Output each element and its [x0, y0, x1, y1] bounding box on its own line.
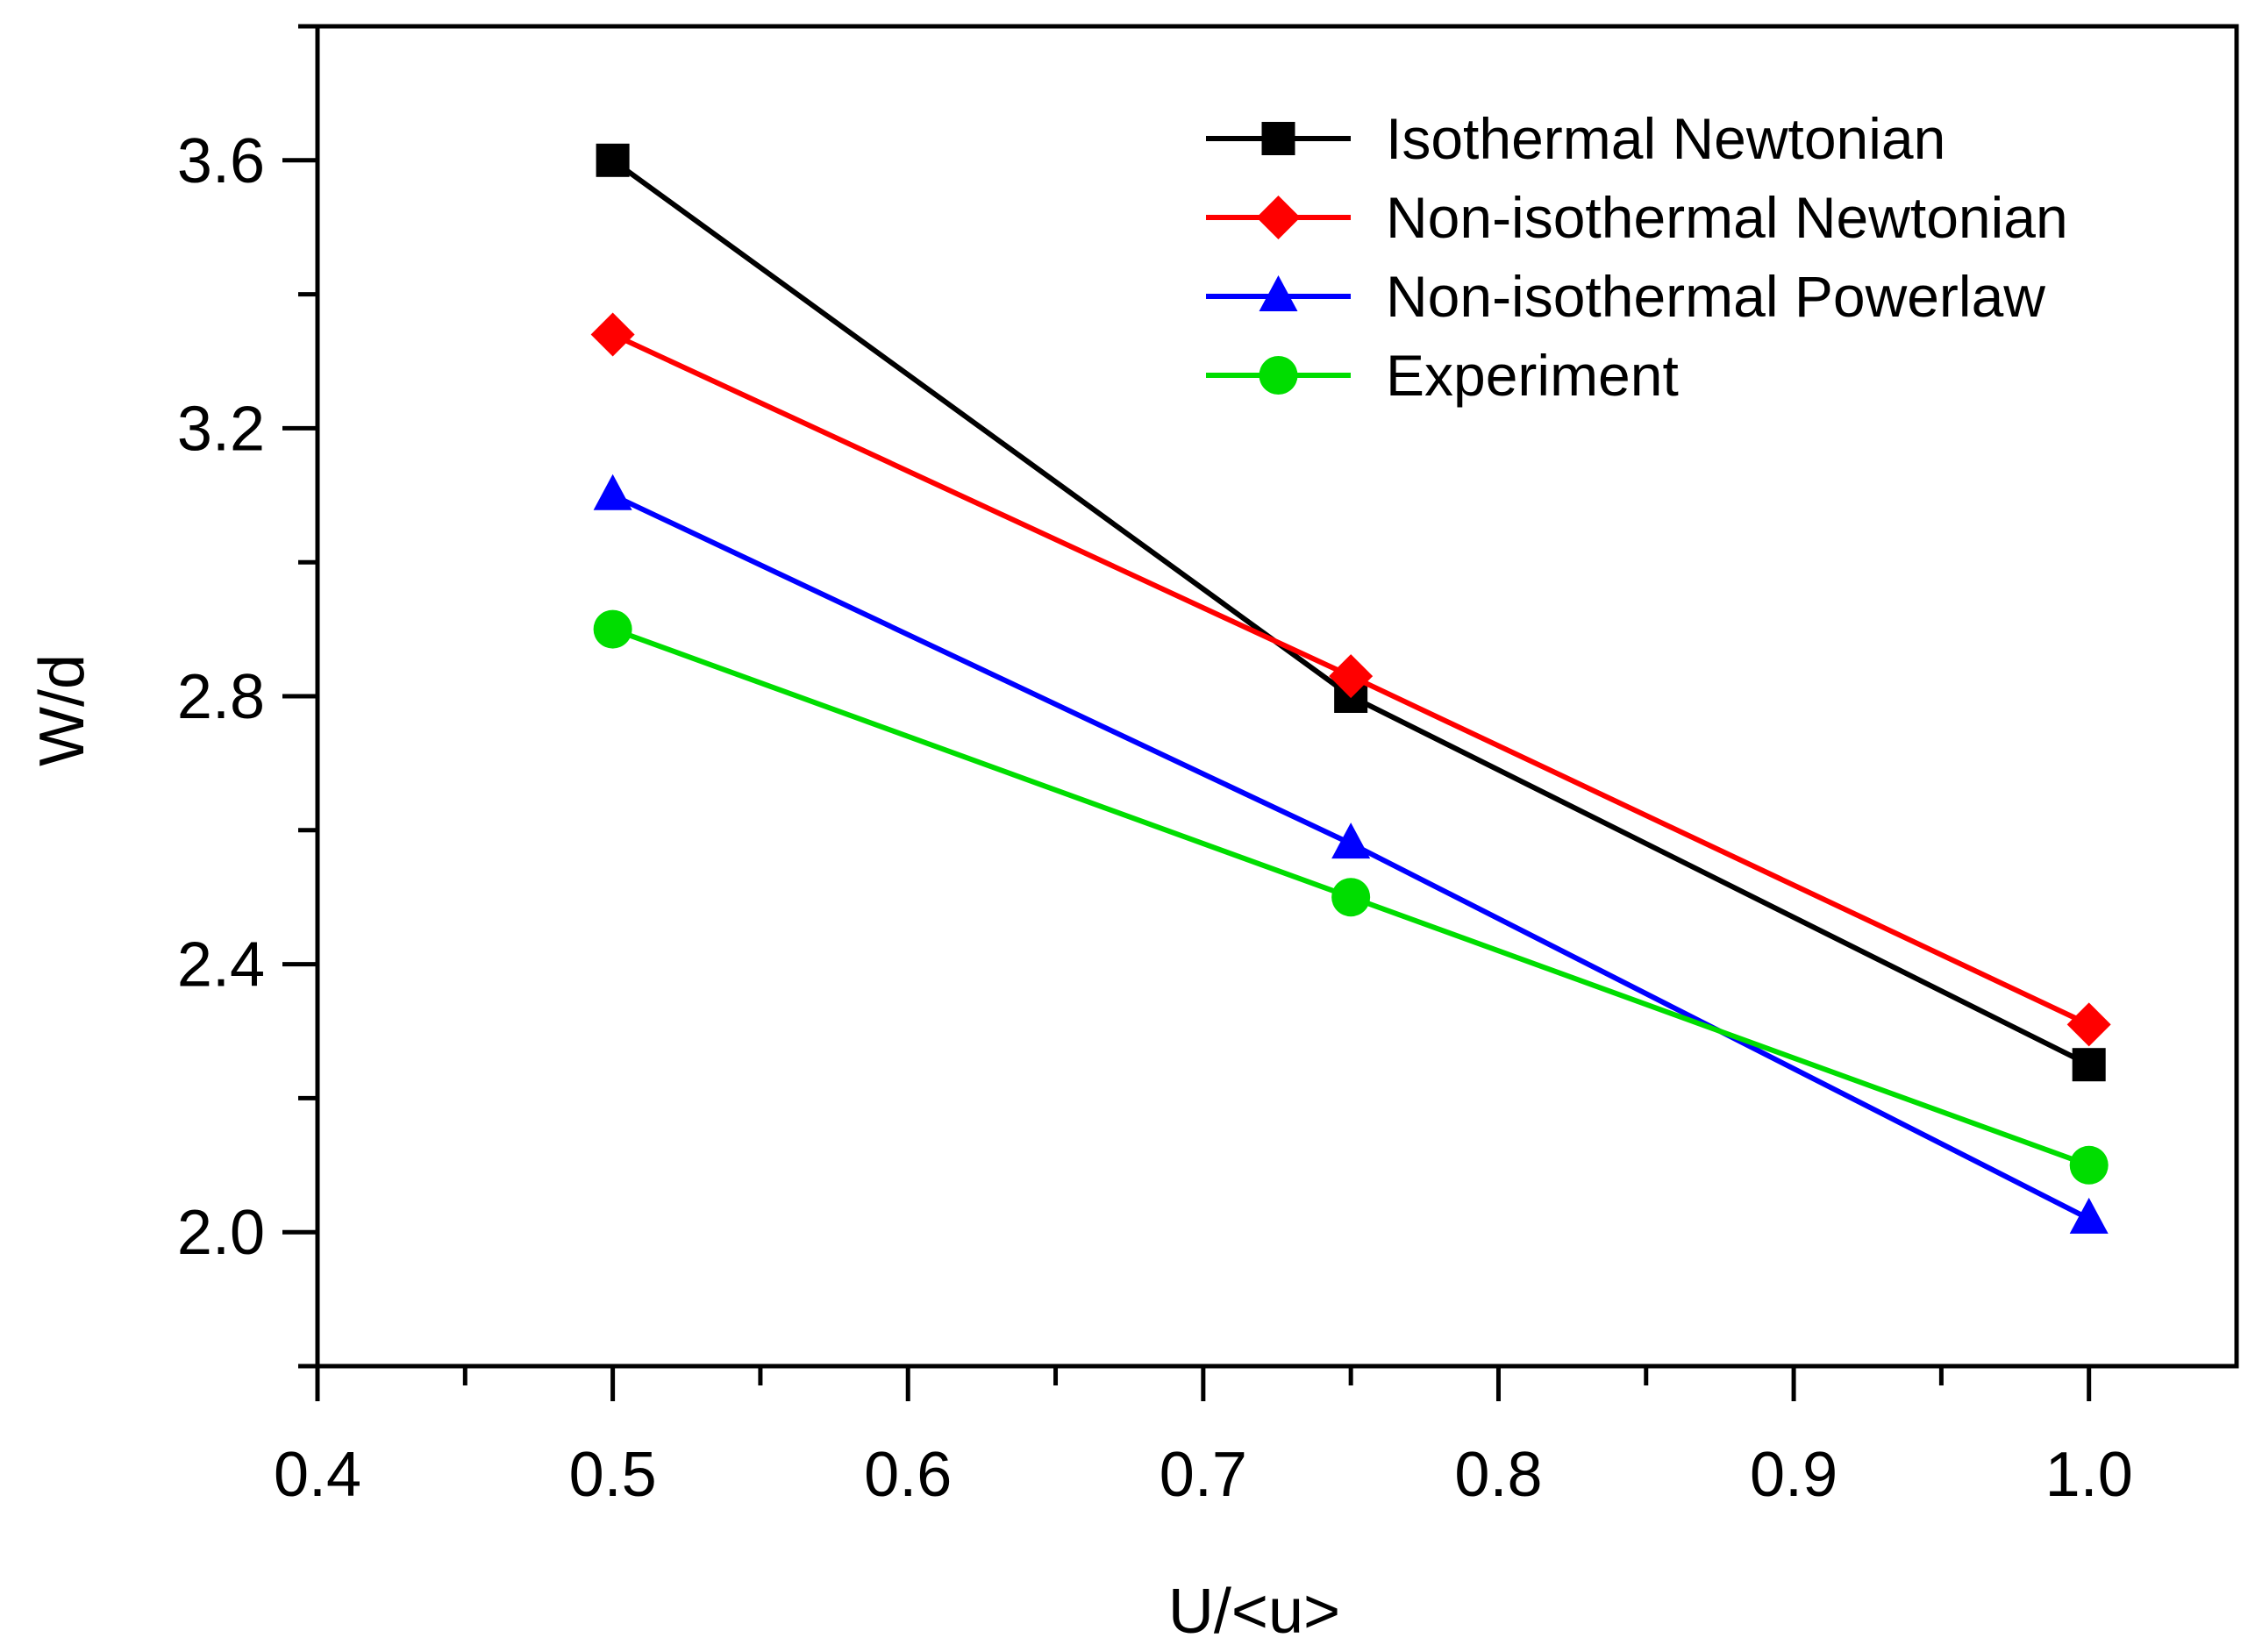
data-point	[596, 143, 630, 177]
data-point	[1331, 878, 1371, 917]
x-axis-title: U/<u>	[1168, 1577, 1340, 1647]
y-axis-title: W/d	[27, 654, 97, 766]
x-tick-label: 0.6	[864, 1440, 952, 1510]
series-non-isothermal-newtonian	[590, 312, 2111, 1047]
data-point	[593, 474, 632, 510]
y-tick-label: 3.6	[177, 126, 265, 196]
series-experiment	[593, 609, 2109, 1185]
x-tick-label: 0.9	[1750, 1440, 1838, 1510]
legend-entry-non-isothermal-newtonian: Non-isothermal Newtonian	[1206, 185, 2068, 250]
legend-marker	[1256, 196, 1301, 239]
y-tick-label: 2.4	[177, 930, 265, 1000]
data-point	[2069, 1145, 2109, 1185]
y-axis: 2.0 2.4 2.8 3.2 3.6	[177, 24, 318, 1369]
x-tick-label: 0.5	[569, 1440, 657, 1510]
legend-entry-non-isothermal-powerlaw: Non-isothermal Powerlaw	[1206, 264, 2045, 329]
data-point	[2072, 1048, 2106, 1082]
legend-entry-experiment: Experiment	[1206, 343, 1679, 408]
x-tick-label: 0.7	[1160, 1440, 1247, 1510]
legend: Isothermal Newtonian Non-isothermal Newto…	[1206, 106, 2068, 408]
data-point	[590, 312, 635, 357]
legend-label: Experiment	[1386, 343, 1679, 408]
series-non-isothermal-powerlaw	[593, 474, 2109, 1234]
legend-label: Non-isothermal Powerlaw	[1386, 264, 2045, 329]
data-point	[2066, 1002, 2111, 1047]
y-tick-label: 2.8	[177, 662, 265, 732]
legend-label: Non-isothermal Newtonian	[1386, 185, 2068, 250]
series-layer	[590, 143, 2111, 1234]
legend-marker	[1261, 122, 1295, 155]
y-tick-label: 2.0	[177, 1198, 265, 1268]
x-axis: 0.4 0.5 0.6 0.7 0.8 0.9 1.0	[274, 1366, 2133, 1510]
legend-label: Isothermal Newtonian	[1386, 106, 1945, 171]
x-tick-label: 1.0	[2045, 1440, 2133, 1510]
legend-marker	[1259, 275, 1298, 311]
data-point	[593, 609, 632, 649]
x-tick-label: 0.4	[274, 1440, 361, 1510]
data-point	[1329, 654, 1374, 699]
legend-entry-isothermal-newtonian: Isothermal Newtonian	[1206, 106, 1945, 171]
legend-marker	[1259, 356, 1298, 395]
y-tick-label: 3.2	[177, 394, 265, 464]
data-point	[2069, 1197, 2109, 1234]
data-point	[1331, 822, 1371, 859]
x-tick-label: 0.8	[1454, 1440, 1542, 1510]
